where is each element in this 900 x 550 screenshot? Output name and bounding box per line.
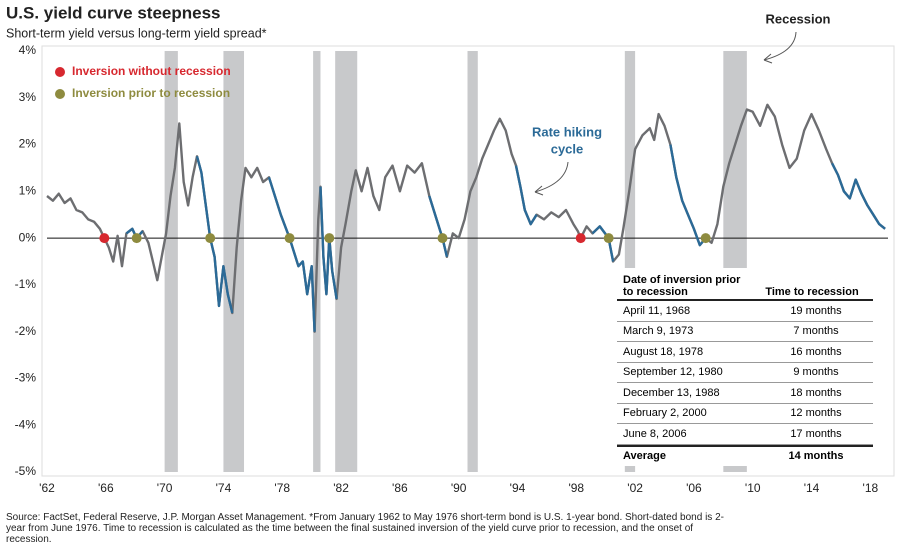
- source-note: Source: FactSet, Federal Reserve, J.P. M…: [6, 512, 724, 545]
- arrow-head: [534, 185, 544, 196]
- inversion-dot: [99, 233, 110, 244]
- hiking-line: [195, 155, 234, 314]
- x-tick-label: '78: [274, 481, 290, 495]
- x-tick-label: '98: [568, 481, 584, 495]
- table-cell: 17 months: [790, 427, 842, 440]
- frame: [41, 45, 895, 477]
- y-tick-label: 1%: [19, 184, 37, 198]
- header-cell: Date of inversion prior to recession: [623, 274, 741, 298]
- table-cell: 16 months: [790, 345, 842, 358]
- recession-band: [467, 51, 478, 472]
- table-row: August 18, 1978 16 months: [617, 342, 873, 363]
- hiking-line: [428, 195, 449, 258]
- x-tick-label: '70: [157, 481, 173, 495]
- y-tick-label: -2%: [15, 324, 37, 338]
- x-tick-label: '90: [451, 481, 467, 495]
- chart-subtitle: Short-term yield versus long-term yield …: [6, 26, 267, 40]
- table-cell: February 2, 2000: [623, 407, 707, 420]
- x-tick-label: '18: [863, 481, 879, 495]
- recession-band: [223, 51, 245, 472]
- table-row: March 9, 1973 7 months: [617, 322, 873, 342]
- y-tick-label: -5%: [15, 464, 37, 478]
- legend-dot: [55, 89, 65, 99]
- hiking-line: [267, 176, 316, 332]
- x-tick-label: '66: [98, 481, 114, 495]
- table-cell: 12 months: [790, 407, 842, 420]
- x-tick-label: '94: [510, 481, 526, 495]
- footer-cell: Average: [623, 450, 667, 463]
- hiking-label: Rate hiking: [532, 124, 602, 139]
- table-row: April 11, 1968 19 months: [617, 301, 873, 322]
- y-tick-label: -1%: [15, 277, 37, 291]
- x-tick-label: '62: [39, 481, 55, 495]
- chart-title: U.S. yield curve steepness: [6, 3, 221, 22]
- inversion-dot: [324, 233, 335, 244]
- table-cell: 7 months: [793, 325, 839, 338]
- legend-dot: [55, 67, 65, 77]
- table-cell: June 8, 2006: [623, 427, 687, 440]
- y-tick-label: 2%: [19, 137, 37, 151]
- table-cell: 9 months: [793, 366, 839, 379]
- hiking-line: [514, 165, 538, 226]
- inversion-dot: [284, 233, 295, 244]
- hiking-line: [319, 186, 338, 300]
- y-tick-label: -4%: [15, 417, 37, 431]
- x-tick-label: '02: [627, 481, 643, 495]
- legend-label: Inversion without recession: [72, 64, 231, 78]
- table-row: September 12, 1980 9 months: [617, 363, 873, 383]
- y-tick-label: 3%: [19, 90, 37, 104]
- inversion-dot: [700, 233, 711, 244]
- footer-cell: 14 months: [788, 450, 844, 463]
- inversion-dot: [575, 233, 586, 244]
- table-cell: August 18, 1978: [623, 345, 704, 358]
- table: Date of inversion prior to recession Tim…: [617, 268, 873, 466]
- table-row: February 2, 2000 12 months: [617, 404, 873, 424]
- arrow: [534, 161, 569, 193]
- hiking-line: [831, 162, 886, 230]
- table-cell: March 9, 1973: [623, 325, 694, 338]
- recession-band: [335, 51, 358, 472]
- table-body: April 11, 1968 19 months March 9, 1973 7 mo…: [617, 301, 873, 445]
- table-row: June 8, 2006 17 months: [617, 424, 873, 445]
- table-cell: December 13, 1988: [623, 386, 720, 399]
- inversion-dot: [205, 233, 216, 244]
- table-header: Date of inversion prior to recession Tim…: [617, 268, 873, 301]
- x-tick-label: '74: [216, 481, 232, 495]
- y-tick-label: -3%: [15, 371, 37, 385]
- legend-label: Inversion prior to recession: [72, 86, 230, 100]
- y-tick-label: 0%: [19, 230, 37, 244]
- table-row: December 13, 1988 18 months: [617, 383, 873, 404]
- arrow: [763, 31, 797, 61]
- inversion-dot: [437, 233, 448, 244]
- hiking-line: [669, 144, 707, 247]
- spread-line: [46, 103, 886, 333]
- table-cell: April 11, 1968: [623, 304, 691, 317]
- inversion-dot: [131, 233, 142, 244]
- x-tick-label: '14: [804, 481, 820, 495]
- x-tick-label: '06: [686, 481, 702, 495]
- table-cell: 19 months: [790, 304, 842, 317]
- table-cell: 18 months: [790, 386, 842, 399]
- y-tick-label: 4%: [19, 43, 37, 57]
- recession-label: Recession: [765, 11, 830, 26]
- x-tick-label: '82: [333, 481, 349, 495]
- recession-band: [624, 51, 636, 472]
- hiking-line: [591, 225, 615, 262]
- x-tick-label: '10: [745, 481, 761, 495]
- inversion-dot: [603, 233, 614, 244]
- table-footer: Average 14 months: [617, 444, 873, 467]
- hiking-label: cycle: [551, 141, 584, 156]
- header-cell: Time to recession: [765, 286, 859, 298]
- table-cell: September 12, 1980: [623, 366, 723, 379]
- arrow-head: [763, 53, 773, 64]
- x-tick-label: '86: [392, 481, 408, 495]
- recession-band: [164, 51, 178, 472]
